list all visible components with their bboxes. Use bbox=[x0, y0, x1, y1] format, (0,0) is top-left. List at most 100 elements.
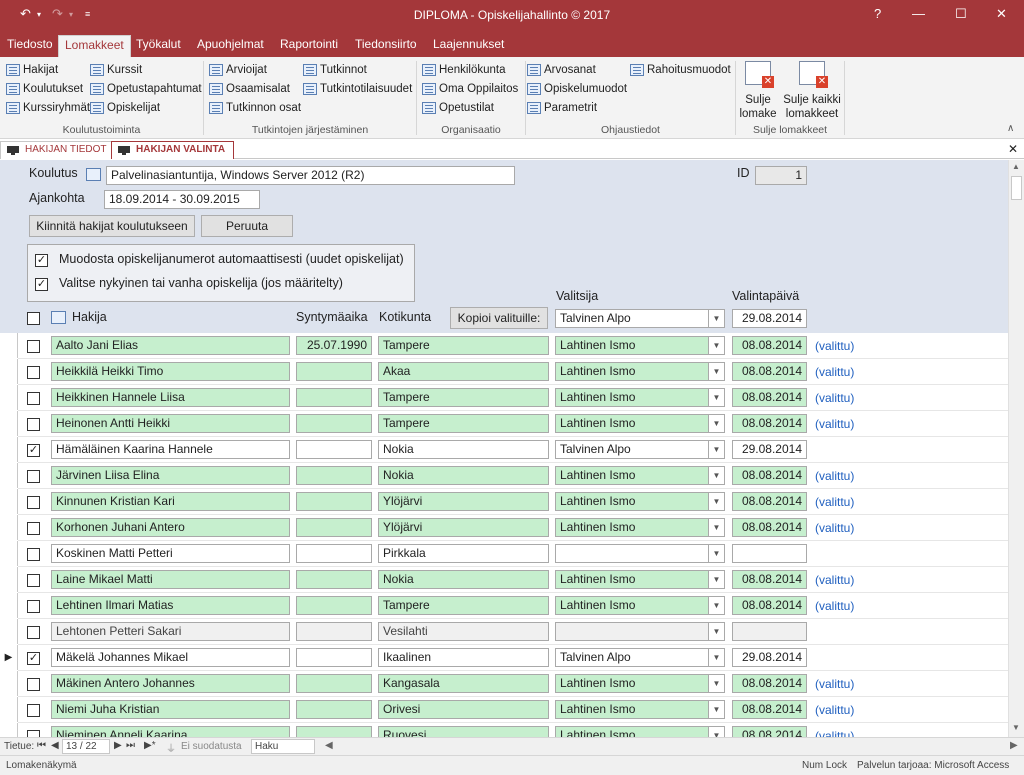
ribbon-opetustapahtumat[interactable]: Opetustapahtumat bbox=[90, 80, 202, 98]
copy-selector-dropdown[interactable]: Talvinen Alpo ▼ bbox=[555, 309, 725, 328]
ribbon-tutkinnot[interactable]: Tutkinnot bbox=[303, 61, 367, 79]
close-form-button[interactable]: ✕ Sulje lomake bbox=[737, 61, 779, 123]
ribbon-osaamisalat[interactable]: Osaamisalat bbox=[209, 80, 290, 98]
home-town[interactable]: Vesilahti bbox=[378, 622, 549, 641]
chevron-down-icon[interactable]: ▼ bbox=[708, 649, 724, 666]
selector-dropdown[interactable]: Lahtinen Ismo ▼ bbox=[555, 466, 725, 485]
selection-date[interactable]: 08.08.2014 bbox=[732, 570, 807, 589]
chevron-down-icon[interactable]: ▼ bbox=[708, 467, 724, 484]
scroll-down-icon[interactable]: ▼ bbox=[1012, 723, 1020, 732]
row-checkbox[interactable] bbox=[27, 548, 40, 561]
undo-icon[interactable]: ↶ bbox=[20, 6, 31, 21]
home-town[interactable]: Tampere bbox=[378, 414, 549, 433]
record-selector[interactable]: ▶ bbox=[0, 645, 18, 670]
record-selector[interactable] bbox=[0, 411, 18, 436]
menu-lomakkeet[interactable]: Lomakkeet bbox=[58, 35, 131, 57]
chevron-down-icon[interactable]: ▼ bbox=[708, 310, 724, 327]
home-town[interactable]: Tampere bbox=[378, 388, 549, 407]
selection-date[interactable]: 08.08.2014 bbox=[732, 596, 807, 615]
birth-date[interactable] bbox=[296, 570, 372, 589]
hscroll-left-icon[interactable]: ◀ bbox=[325, 740, 333, 751]
selector-dropdown[interactable]: Lahtinen Ismo ▼ bbox=[555, 518, 725, 537]
record-selector[interactable] bbox=[0, 723, 18, 737]
hscroll-right-icon[interactable]: ▶ bbox=[1010, 740, 1018, 751]
ribbon-parametrit[interactable]: Parametrit bbox=[527, 99, 597, 117]
selector-dropdown[interactable]: ▼ bbox=[555, 544, 725, 563]
record-selector[interactable] bbox=[0, 541, 18, 566]
search-input[interactable]: Haku bbox=[251, 739, 315, 754]
selection-date[interactable]: 29.08.2014 bbox=[732, 648, 807, 667]
redo-dropdown-icon[interactable]: ▾ bbox=[69, 10, 74, 19]
prev-record-icon[interactable]: ◀ bbox=[51, 740, 59, 751]
applicant-name[interactable]: Kinnunen Kristian Kari bbox=[51, 492, 290, 511]
selection-date[interactable]: 08.08.2014 bbox=[732, 726, 807, 737]
selection-date[interactable]: 08.08.2014 bbox=[732, 518, 807, 537]
record-selector[interactable] bbox=[0, 593, 18, 618]
record-selector[interactable] bbox=[0, 515, 18, 540]
menu-apuohjelmat[interactable]: Apuohjelmat bbox=[197, 37, 264, 51]
ribbon-koulutukset[interactable]: Koulutukset bbox=[6, 80, 83, 98]
applicant-name[interactable]: Koskinen Matti Petteri bbox=[51, 544, 290, 563]
row-checkbox[interactable] bbox=[27, 704, 40, 717]
record-selector[interactable] bbox=[0, 437, 18, 462]
row-checkbox[interactable] bbox=[27, 678, 40, 691]
table-row[interactable]: Niemi Juha Kristian Orivesi Lahtinen Ismo ▼… bbox=[0, 697, 1008, 723]
row-checkbox[interactable] bbox=[27, 366, 40, 379]
applicant-name[interactable]: Nieminen Anneli Kaarina bbox=[51, 726, 290, 737]
vertical-scrollbar[interactable]: ▲ ▼ bbox=[1008, 160, 1024, 737]
help-icon[interactable]: ? bbox=[874, 6, 882, 21]
copy-to-selected-button[interactable]: Kopioi valituille: bbox=[450, 307, 548, 329]
redo-icon[interactable]: ↷ bbox=[52, 6, 63, 21]
ribbon-tutkinnon-osat[interactable]: Tutkinnon osat bbox=[209, 99, 301, 117]
select-all-checkbox[interactable] bbox=[27, 312, 40, 325]
home-town[interactable]: Nokia bbox=[378, 466, 549, 485]
home-town[interactable]: Nokia bbox=[378, 440, 549, 459]
table-row[interactable]: Järvinen Liisa Elina Nokia Lahtinen Ismo ▼ 0… bbox=[0, 463, 1008, 489]
record-selector[interactable] bbox=[0, 359, 18, 384]
selector-dropdown[interactable]: Lahtinen Ismo ▼ bbox=[555, 388, 725, 407]
menu-tiedosto[interactable]: Tiedosto bbox=[7, 37, 53, 51]
row-checkbox[interactable] bbox=[27, 522, 40, 535]
record-selector[interactable] bbox=[0, 619, 18, 644]
collapse-ribbon-icon[interactable]: ∧ bbox=[1007, 123, 1015, 134]
selector-dropdown[interactable]: Lahtinen Ismo ▼ bbox=[555, 570, 725, 589]
home-town[interactable]: Nokia bbox=[378, 570, 549, 589]
scroll-up-icon[interactable]: ▲ bbox=[1012, 162, 1020, 171]
table-row[interactable]: ▶ ✓ Mäkelä Johannes Mikael Ikaalinen Talvine… bbox=[0, 645, 1008, 671]
applicant-name[interactable]: Aalto Jani Elias bbox=[51, 336, 290, 355]
birth-date[interactable] bbox=[296, 544, 372, 563]
cancel-button[interactable]: Peruuta bbox=[201, 215, 293, 237]
copy-date-field[interactable]: 29.08.2014 bbox=[732, 309, 807, 328]
minimize-icon[interactable]: — bbox=[912, 6, 925, 21]
selector-dropdown[interactable]: ▼ bbox=[555, 622, 725, 641]
form-icon[interactable] bbox=[51, 311, 66, 324]
maximize-icon[interactable]: ☐ bbox=[955, 6, 967, 21]
row-checkbox[interactable] bbox=[27, 496, 40, 509]
row-checkbox[interactable] bbox=[27, 418, 40, 431]
birth-date[interactable] bbox=[296, 362, 372, 381]
home-town[interactable]: Ikaalinen bbox=[378, 648, 549, 667]
ribbon-hakijat[interactable]: Hakijat bbox=[6, 61, 58, 79]
home-town[interactable]: Tampere bbox=[378, 596, 549, 615]
row-checkbox[interactable] bbox=[27, 600, 40, 613]
undo-dropdown-icon[interactable]: ▾ bbox=[37, 10, 42, 19]
ribbon-tutkintotilaisuudet[interactable]: Tutkintotilaisuudet bbox=[303, 80, 412, 98]
record-selector[interactable] bbox=[0, 385, 18, 410]
table-row[interactable]: Korhonen Juhani Antero Ylöjärvi Lahtinen I… bbox=[0, 515, 1008, 541]
last-record-icon[interactable]: ⏭ bbox=[126, 740, 135, 751]
row-checkbox[interactable] bbox=[27, 470, 40, 483]
table-row[interactable]: Lehtinen Ilmari Matias Tampere Lahtinen Is… bbox=[0, 593, 1008, 619]
selection-date[interactable]: 08.08.2014 bbox=[732, 388, 807, 407]
opt2-checkbox[interactable]: ✓ bbox=[35, 278, 48, 291]
applicant-name[interactable]: Mäkelä Johannes Mikael bbox=[51, 648, 290, 667]
new-record-icon[interactable]: ▶* bbox=[144, 740, 156, 751]
open-form-icon[interactable] bbox=[86, 168, 101, 181]
chevron-down-icon[interactable]: ▼ bbox=[708, 701, 724, 718]
birth-date[interactable] bbox=[296, 700, 372, 719]
attach-applicants-button[interactable]: Kiinnitä hakijat koulutukseen bbox=[29, 215, 195, 237]
home-town[interactable]: Orivesi bbox=[378, 700, 549, 719]
row-checkbox[interactable] bbox=[27, 340, 40, 353]
row-checkbox[interactable]: ✓ bbox=[27, 444, 40, 457]
home-town[interactable]: Akaa bbox=[378, 362, 549, 381]
selector-dropdown[interactable]: Lahtinen Ismo ▼ bbox=[555, 414, 725, 433]
